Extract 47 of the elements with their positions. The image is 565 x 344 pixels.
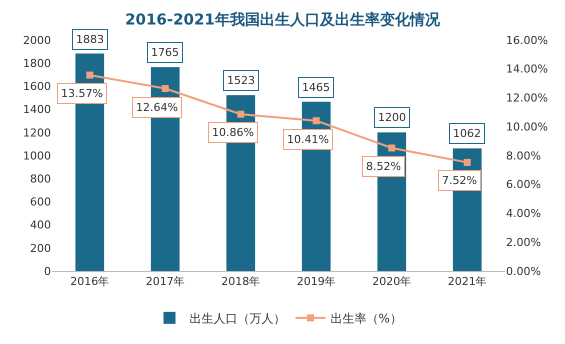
y-tick-label: 0 xyxy=(44,264,51,278)
y-tick-label: 400 xyxy=(30,218,51,232)
point xyxy=(86,72,94,79)
legend-label: 出生人口（万人） xyxy=(190,312,286,326)
x-tick-label: 2016年 xyxy=(70,275,110,288)
y2-tick-label: 14.00% xyxy=(506,62,548,76)
point xyxy=(388,144,396,152)
data-label: 1523 xyxy=(227,74,255,87)
y2-tick-label: 8.00% xyxy=(506,149,541,162)
data-label: 1883 xyxy=(76,33,104,46)
y-tick-label: 1600 xyxy=(23,80,51,94)
data-label: 1765 xyxy=(151,46,179,59)
x-tick-label: 2017年 xyxy=(146,275,185,288)
y-tick-label: 1200 xyxy=(23,126,51,140)
y2-tick-label: 6.00% xyxy=(506,178,541,192)
y2-tick-label: 16.00% xyxy=(506,34,548,47)
data-label: 13.57% xyxy=(61,87,103,100)
data-label: 1465 xyxy=(302,81,330,94)
y2-tick-label: 12.00% xyxy=(506,92,548,105)
chart-title: 2016-2021年我国出生人口及出生率变化情况 xyxy=(125,10,441,28)
x-tick-label: 2019年 xyxy=(296,275,336,288)
y-tick-label: 800 xyxy=(30,172,51,186)
y-tick-label: 2000 xyxy=(23,34,51,47)
y-tick-label: 600 xyxy=(30,196,51,209)
data-label: 10.41% xyxy=(287,133,329,146)
y2-tick-label: 4.00% xyxy=(506,207,541,220)
y-tick-label: 200 xyxy=(30,242,51,255)
data-label: 1062 xyxy=(453,127,481,140)
data-label: 8.52% xyxy=(366,160,401,173)
x-tick-label: 2018年 xyxy=(221,275,260,288)
y-tick-label: 1400 xyxy=(23,103,51,116)
data-label: 7.52% xyxy=(442,174,477,187)
legend-label: 出生率（%） xyxy=(330,312,402,326)
y-tick-label: 1800 xyxy=(23,56,51,70)
y2-tick-label: 10.00% xyxy=(506,120,548,134)
data-label: 1200 xyxy=(378,111,406,124)
point xyxy=(464,158,471,166)
data-label: 12.64% xyxy=(136,101,178,114)
point xyxy=(237,110,244,118)
x-tick-label: 2020年 xyxy=(372,275,412,288)
y2-tick-label: 0.00% xyxy=(506,264,541,278)
point xyxy=(312,117,320,124)
x-tick-label: 2021年 xyxy=(448,275,487,288)
y2-tick-label: 2.00% xyxy=(506,236,541,249)
y-tick-label: 1000 xyxy=(23,149,51,162)
data-label: 10.86% xyxy=(212,126,254,139)
point xyxy=(162,85,169,92)
